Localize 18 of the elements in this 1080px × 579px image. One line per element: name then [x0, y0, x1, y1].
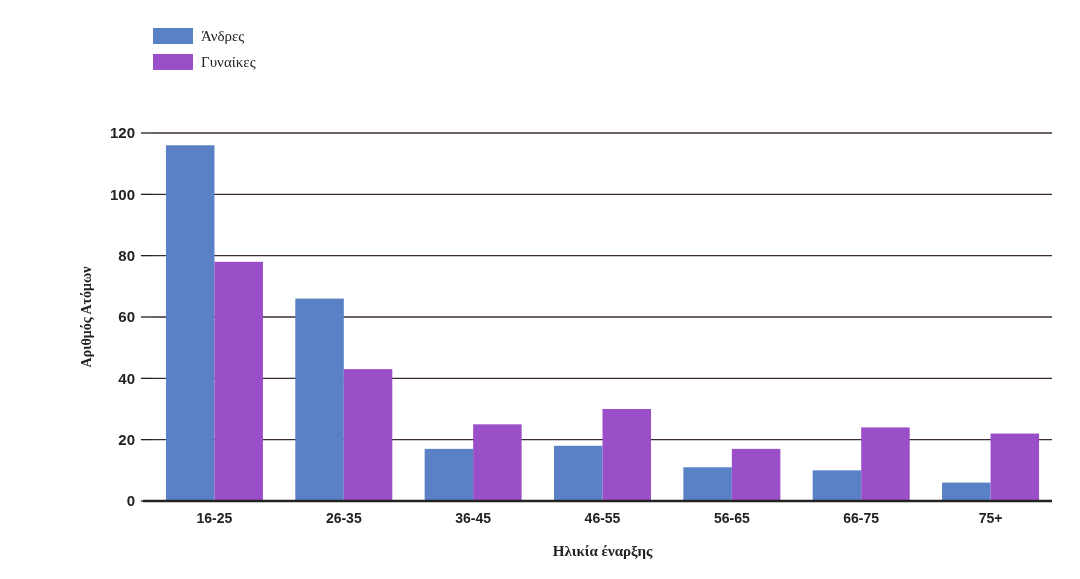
y-tick-label: 60	[118, 308, 135, 326]
x-axis-title: Ηλικία έναρξης	[552, 543, 653, 559]
x-tick-label: 16-25	[196, 510, 233, 526]
y-tick-label: 0	[126, 492, 135, 510]
x-tick-label: 46-55	[584, 510, 621, 526]
y-tick-label: 40	[118, 369, 135, 387]
x-tick-label: 75+	[978, 510, 1003, 526]
x-tick-label: 56-65	[713, 510, 750, 526]
legend-label: Γυναίκες	[201, 54, 256, 70]
x-tick-label: 36-45	[455, 510, 492, 526]
legend-label: Άνδρες	[201, 28, 245, 44]
y-tick-label: 100	[109, 185, 135, 203]
x-tick-label: 66-75	[843, 510, 880, 526]
y-tick-label: 20	[118, 430, 135, 448]
y-tick-label: 80	[118, 246, 135, 264]
y-tick-label: 120	[109, 124, 135, 142]
x-tick-label: 26-35	[325, 510, 362, 526]
y-axis-title: Αριθμός Ατόμων	[79, 265, 94, 368]
